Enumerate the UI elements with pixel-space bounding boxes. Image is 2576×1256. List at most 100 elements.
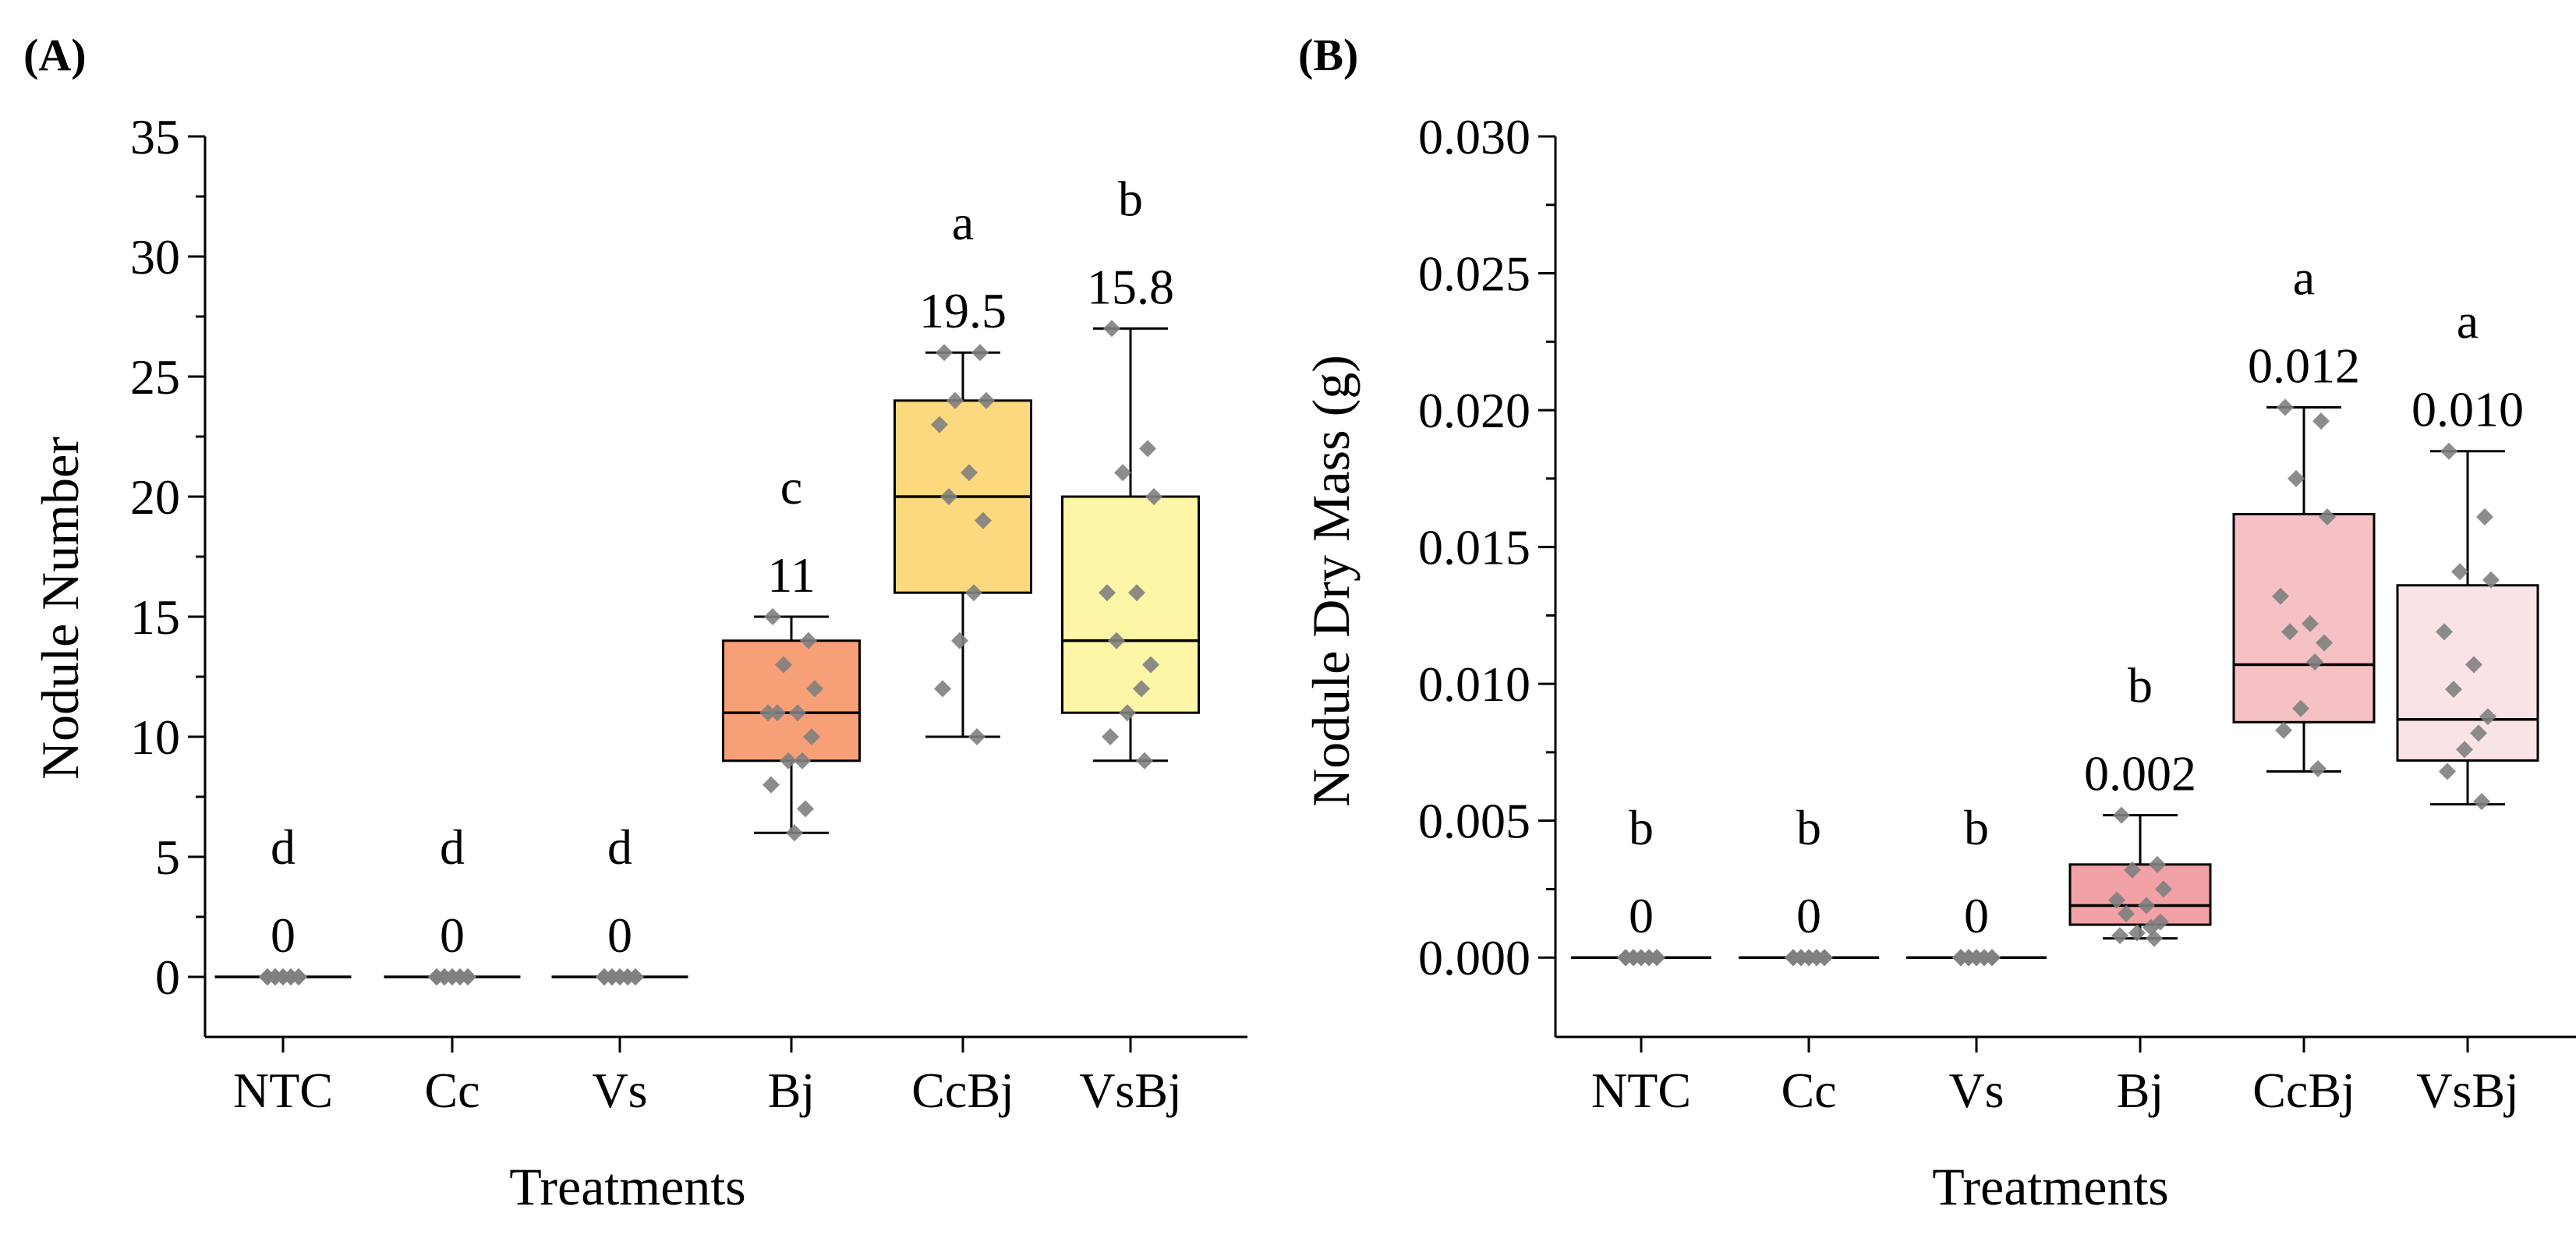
significance-letter: a	[2457, 294, 2479, 349]
data-point	[2476, 508, 2493, 525]
data-point	[2470, 724, 2487, 742]
data-point	[965, 584, 982, 602]
data-point	[947, 391, 964, 409]
data-point	[1960, 949, 1977, 967]
data-point	[775, 656, 792, 674]
data-point	[2292, 699, 2309, 717]
data-point	[2146, 929, 2163, 947]
y-tick-label: 0.030	[1418, 109, 1530, 165]
data-point	[2316, 634, 2333, 652]
mean-label: 0	[1629, 888, 1654, 943]
data-point	[931, 416, 948, 433]
mean-label: 0.010	[2411, 382, 2524, 437]
significance-letter: d	[271, 819, 295, 875]
data-point	[2302, 614, 2319, 632]
y-tick-label: 0	[155, 950, 180, 1005]
data-point	[2138, 897, 2155, 915]
data-point	[1625, 949, 1642, 967]
x-tick-label: NTC	[1591, 1063, 1691, 1118]
data-point	[2456, 741, 2473, 759]
data-point	[2439, 762, 2456, 780]
y-axis-title-b: Nodule Dry Mass (g)	[1301, 355, 1361, 807]
data-point	[1103, 320, 1120, 338]
mean-label: 0	[440, 908, 465, 963]
data-point	[786, 824, 803, 842]
data-point	[971, 344, 989, 362]
box-Bj: 0.002 b	[2068, 658, 2212, 947]
data-point	[2277, 398, 2294, 416]
significance-letter: b	[2128, 658, 2153, 713]
significance-letter: b	[1629, 800, 1654, 855]
y-tick-label: 30	[130, 229, 180, 285]
box-CcBj: 19.5 a	[893, 195, 1032, 745]
data-point	[780, 752, 797, 770]
data-point	[789, 704, 806, 722]
data-point	[806, 680, 823, 698]
box-Cc: 0d	[384, 819, 521, 985]
data-point	[2465, 656, 2482, 674]
data-point	[759, 704, 777, 722]
mean-label: 0	[271, 908, 295, 963]
data-point	[459, 968, 476, 985]
data-point	[936, 344, 953, 362]
data-point	[1792, 949, 1810, 967]
data-point	[763, 776, 780, 794]
data-point	[764, 608, 781, 625]
x-tick-label: CcBj	[2252, 1063, 2355, 1118]
box-body	[2068, 863, 2212, 926]
data-point	[978, 391, 995, 409]
x-tick-label: Vs	[592, 1063, 647, 1118]
data-point	[1119, 704, 1136, 722]
panel-b: (B) Nodule Dry Mass (g) Treatments 0.000…	[1298, 30, 2576, 1216]
data-point	[2288, 469, 2305, 487]
data-point	[2124, 861, 2141, 879]
data-point	[2451, 563, 2468, 581]
data-point	[2108, 891, 2125, 909]
mean-label: 0.002	[2084, 746, 2196, 801]
data-point	[2479, 708, 2496, 726]
panel-label-a: (A)	[23, 30, 87, 80]
data-point	[2440, 442, 2457, 460]
box-Vs: 0d	[551, 819, 688, 985]
data-point	[803, 728, 820, 745]
data-point	[1128, 584, 1145, 602]
x-tick-label: Bj	[2117, 1063, 2164, 1118]
data-point	[975, 511, 992, 529]
box-Cc: 0b	[1739, 800, 1879, 967]
y-tick-label: 0.010	[1418, 656, 1530, 712]
y-tick-label: 0.025	[1418, 246, 1530, 302]
y-axis-title-a: Nodule Number	[30, 437, 90, 780]
box-NTC: 0d	[214, 819, 352, 985]
box-body	[1061, 495, 1200, 714]
box-VsBj: 0.010 a	[2396, 294, 2539, 811]
significance-letter: b	[1964, 800, 1989, 855]
data-point	[1114, 464, 1131, 482]
data-point	[2309, 759, 2327, 777]
data-point	[968, 728, 985, 745]
data-point	[1108, 632, 1125, 649]
data-point	[794, 752, 811, 770]
y-tick-label: 10	[130, 709, 180, 765]
data-point	[1133, 680, 1150, 698]
mean-label: 15.8	[1087, 259, 1174, 314]
box-body	[2396, 584, 2539, 762]
data-point	[2319, 508, 2336, 525]
box-NTC: 0b	[1571, 800, 1711, 967]
box-body	[2232, 512, 2376, 724]
significance-letter: b	[1118, 171, 1143, 226]
x-tick-label: Cc	[424, 1063, 479, 1118]
data-point	[769, 704, 786, 722]
significance-letter: d	[607, 819, 632, 875]
data-point	[2111, 927, 2128, 945]
data-point	[1983, 949, 2001, 967]
data-point	[2275, 721, 2292, 739]
box-Vs: 0b	[1906, 800, 2047, 967]
data-point	[1139, 440, 1156, 458]
y-tick-label: 5	[155, 830, 180, 885]
data-point	[627, 968, 644, 985]
mean-label: 0	[1964, 888, 1989, 943]
panel-label-b: (B)	[1298, 30, 1358, 80]
mean-label: 0	[607, 908, 632, 963]
